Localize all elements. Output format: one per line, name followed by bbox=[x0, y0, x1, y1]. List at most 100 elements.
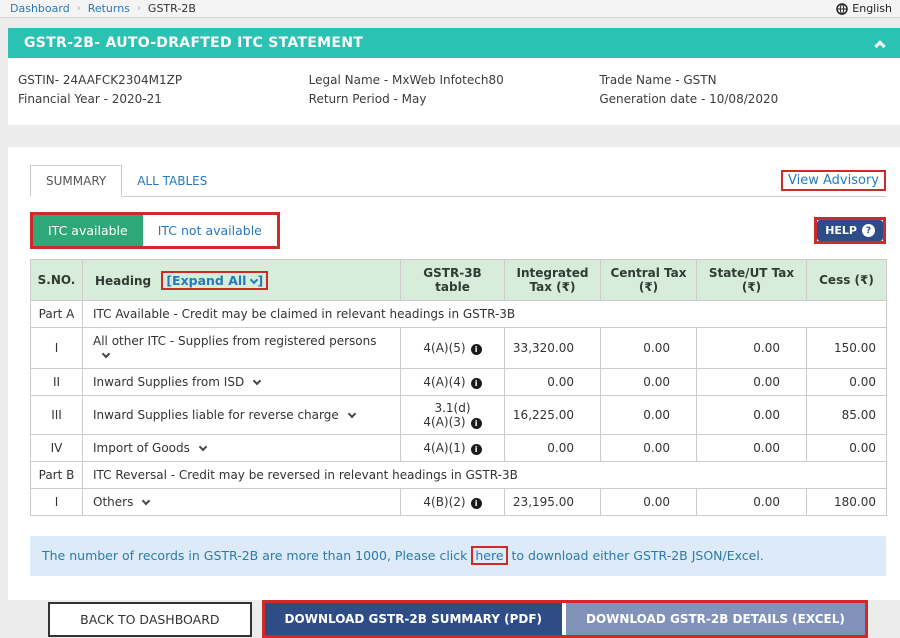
table-header-row: S.NO. Heading [Expand All] GSTR-3B table… bbox=[30, 259, 887, 301]
taxpayer-info-panel: GSTIN- 24AAFCK2304M1ZP Financial Year - … bbox=[8, 58, 900, 125]
cess-value: 0.00 bbox=[806, 434, 887, 462]
chevron-down-icon[interactable] bbox=[347, 409, 356, 419]
breadcrumb-separator: › bbox=[76, 3, 81, 14]
language-selector[interactable]: English bbox=[836, 2, 892, 15]
return-period-value: Return Period - May bbox=[308, 92, 427, 106]
breadcrumb-separator: › bbox=[136, 3, 141, 14]
row-sno: Part A bbox=[30, 300, 83, 328]
part-description: ITC Reversal - Credit may be reversed in… bbox=[82, 461, 887, 489]
integrated-tax-value: 16,225.00 bbox=[504, 395, 601, 435]
download-buttons-annotation-box: DOWNLOAD GSTR-2B SUMMARY (PDF) DOWNLOAD … bbox=[261, 600, 868, 638]
itc-toggle-group: ITC available ITC not available bbox=[30, 212, 280, 249]
state-tax-value: 0.00 bbox=[696, 434, 807, 462]
statement-header: GSTR-2B- AUTO-DRAFTED ITC STATEMENT bbox=[8, 28, 900, 58]
expand-all-label: [Expand All bbox=[166, 272, 247, 288]
row-sno: III bbox=[30, 395, 83, 435]
state-tax-value: 0.00 bbox=[696, 327, 807, 369]
trade-name-value: Trade Name - GSTN bbox=[599, 73, 717, 87]
help-label: HELP bbox=[825, 224, 857, 237]
central-tax-value: 0.00 bbox=[600, 434, 697, 462]
row-heading[interactable]: Inward Supplies liable for reverse charg… bbox=[82, 395, 401, 435]
table-row: III Inward Supplies liable for reverse ch… bbox=[30, 395, 887, 435]
question-mark-icon: ? bbox=[862, 224, 875, 237]
table-row: I Others 4(B)(2) i 23,195.00 0.00 0.00 180.00 bbox=[30, 488, 887, 516]
info-icon[interactable]: i bbox=[470, 344, 482, 355]
back-to-dashboard-button[interactable]: BACK TO DASHBOARD bbox=[48, 601, 252, 637]
col-header-heading: Heading [Expand All] bbox=[82, 259, 401, 301]
chevron-down-icon[interactable] bbox=[252, 376, 262, 386]
row-heading[interactable]: Others bbox=[82, 488, 401, 516]
row-sno: I bbox=[30, 488, 83, 516]
integrated-tax-value: 0.00 bbox=[504, 368, 601, 396]
breadcrumb-returns[interactable]: Returns bbox=[87, 2, 130, 15]
col-header-integrated-tax: Integrated Tax (₹) bbox=[504, 259, 601, 301]
state-tax-value: 0.00 bbox=[696, 395, 807, 435]
row-heading-label: Inward Supplies liable for reverse charg… bbox=[93, 408, 339, 422]
row-heading-label: All other ITC - Supplies from registered… bbox=[93, 334, 377, 348]
toggle-row: ITC available ITC not available HELP ? bbox=[30, 212, 886, 249]
info-column-1: GSTIN- 24AAFCK2304M1ZP Financial Year - … bbox=[18, 71, 309, 111]
col-header-central-tax: Central Tax (₹) bbox=[600, 259, 697, 301]
info-icon[interactable]: i bbox=[470, 378, 482, 389]
help-button[interactable]: HELP ? bbox=[817, 220, 883, 241]
itc-not-available-toggle[interactable]: ITC not available bbox=[142, 215, 277, 246]
top-bar: Dashboard › Returns › GSTR-2B English bbox=[0, 0, 900, 18]
col-header-sno: S.NO. bbox=[30, 259, 83, 301]
heading-label: Heading bbox=[95, 273, 152, 288]
footer-actions: BACK TO DASHBOARD DOWNLOAD GSTR-2B SUMMA… bbox=[30, 600, 886, 638]
gstr3b-line: 4(A)(3) i bbox=[404, 415, 501, 429]
chevron-down-icon[interactable] bbox=[198, 442, 208, 452]
col-header-cess: Cess (₹) bbox=[806, 259, 887, 301]
collapse-chevron-up-icon[interactable] bbox=[874, 39, 886, 52]
state-tax-value: 0.00 bbox=[696, 488, 807, 516]
row-heading-label: Import of Goods bbox=[93, 441, 190, 455]
financial-year-value: Financial Year - 2020-21 bbox=[18, 92, 162, 106]
central-tax-value: 0.00 bbox=[600, 488, 697, 516]
central-tax-value: 0.00 bbox=[600, 327, 697, 369]
row-heading[interactable]: All other ITC - Supplies from registered… bbox=[82, 327, 401, 369]
table-row: II Inward Supplies from ISD 4(A)(4) i 0.00 0.… bbox=[30, 368, 887, 396]
row-heading[interactable]: Import of Goods bbox=[82, 434, 401, 462]
main-card: SUMMARY ALL TABLES View Advisory ITC ava… bbox=[8, 147, 900, 638]
here-link[interactable]: here bbox=[471, 546, 508, 565]
gstr3b-line: 4(A)(4) i bbox=[404, 375, 501, 389]
alert-text-before: The number of records in GSTR-2B are mor… bbox=[42, 548, 468, 563]
row-heading[interactable]: Inward Supplies from ISD bbox=[82, 368, 401, 396]
integrated-tax-value: 23,195.00 bbox=[504, 488, 601, 516]
gstr3b-line: 4(A)(1) i bbox=[404, 441, 501, 455]
chevron-down-icon[interactable] bbox=[101, 349, 111, 359]
view-advisory-link[interactable]: View Advisory bbox=[781, 170, 886, 191]
breadcrumb-dashboard[interactable]: Dashboard bbox=[10, 2, 70, 15]
row-heading-label: Others bbox=[93, 495, 134, 509]
part-row: Part B ITC Reversal - Credit may be rever… bbox=[30, 461, 887, 489]
integrated-tax-value: 0.00 bbox=[504, 434, 601, 462]
summary-table: S.NO. Heading [Expand All] GSTR-3B table… bbox=[30, 259, 887, 516]
section-gap bbox=[0, 125, 900, 147]
gstr3b-line: 4(B)(2) i bbox=[404, 495, 501, 509]
tab-all-tables[interactable]: ALL TABLES bbox=[137, 174, 208, 188]
row-sno: I bbox=[30, 327, 83, 369]
gstr3b-table-cell: 4(A)(4) i bbox=[400, 368, 505, 396]
expand-all-control[interactable]: [Expand All] bbox=[161, 270, 269, 290]
summary-table-body: Part A ITC Available - Credit may be clai… bbox=[30, 300, 887, 516]
info-icon[interactable]: i bbox=[470, 444, 482, 455]
cess-value: 0.00 bbox=[806, 368, 887, 396]
info-column-2: Legal Name - MxWeb Infotech80 Return Per… bbox=[309, 71, 600, 111]
download-summary-pdf-button[interactable]: DOWNLOAD GSTR-2B SUMMARY (PDF) bbox=[264, 603, 563, 635]
table-row: I All other ITC - Supplies from registere… bbox=[30, 327, 887, 369]
info-icon[interactable]: i bbox=[470, 418, 482, 429]
expand-all-bracket: ] bbox=[257, 272, 264, 288]
col-header-gstr3b: GSTR-3B table bbox=[400, 259, 505, 301]
itc-available-toggle[interactable]: ITC available bbox=[33, 215, 143, 246]
download-details-excel-button[interactable]: DOWNLOAD GSTR-2B DETAILS (EXCEL) bbox=[566, 603, 865, 635]
chevron-down-icon[interactable] bbox=[142, 496, 151, 506]
generation-date-value: Generation date - 10/08/2020 bbox=[599, 92, 779, 106]
part-description: ITC Available - Credit may be claimed in… bbox=[82, 300, 887, 328]
help-annotation-box: HELP ? bbox=[814, 217, 886, 244]
info-icon[interactable]: i bbox=[470, 498, 482, 509]
gstr3b-line: 4(A)(5) i bbox=[404, 341, 501, 355]
breadcrumb-current: GSTR-2B bbox=[147, 2, 196, 15]
central-tax-value: 0.00 bbox=[600, 395, 697, 435]
tab-summary[interactable]: SUMMARY bbox=[30, 165, 123, 197]
gstr3b-table-cell: 4(A)(5) i bbox=[400, 327, 505, 369]
